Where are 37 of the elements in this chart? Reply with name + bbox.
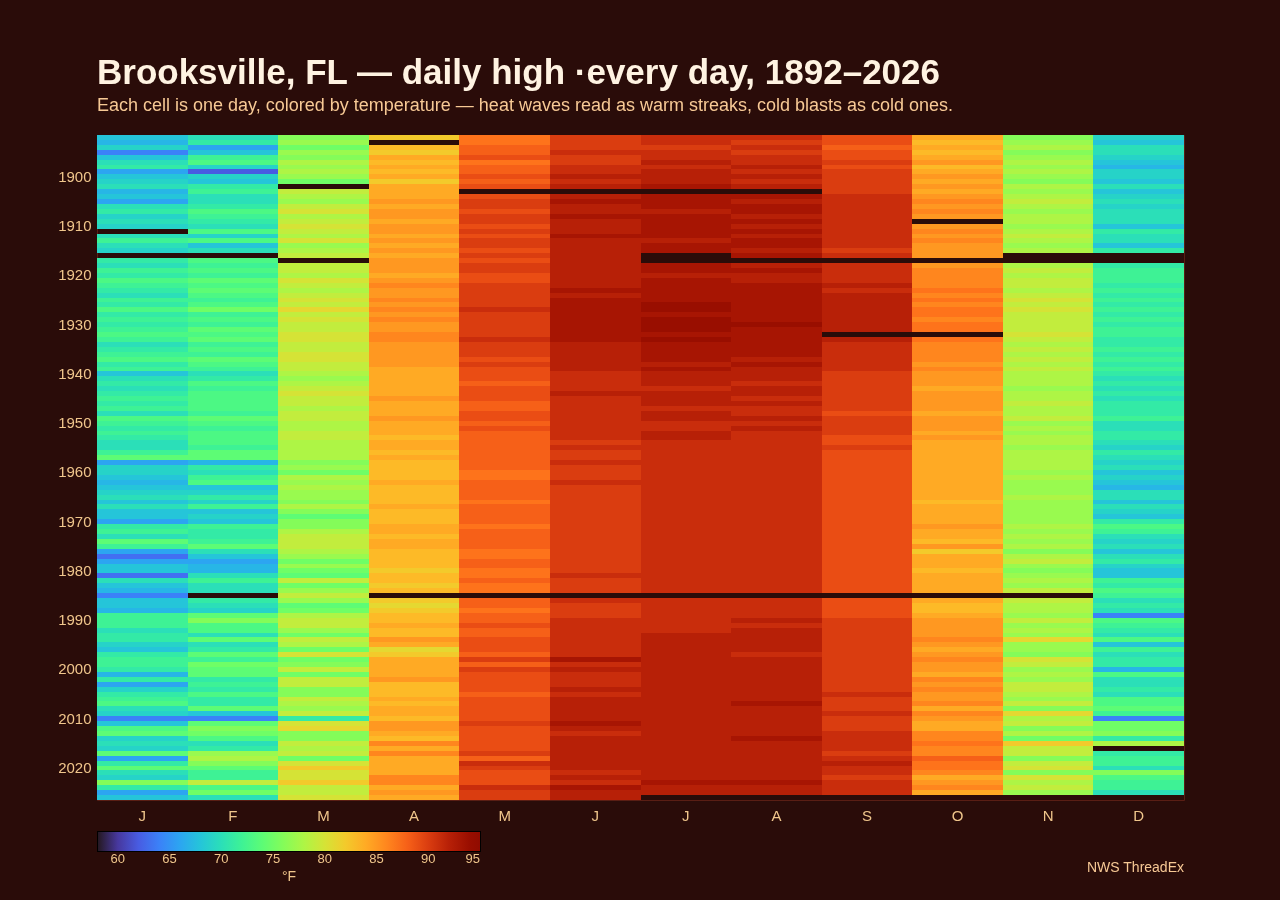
y-tick-label: 1900 — [58, 167, 92, 185]
color-bar-label: 75 — [265, 851, 281, 866]
x-tick-label: D — [1133, 806, 1145, 824]
x-tick-label: J — [682, 806, 690, 824]
x-tick-label: M — [498, 806, 511, 824]
y-tick-label: 1950 — [58, 414, 92, 432]
y-tick-label: 1960 — [58, 463, 92, 481]
chart-subtitle: Each cell is one day, colored by temperature — heat waves read as warm streaks, cold blasts as cold ones. — [97, 95, 954, 115]
x-tick-label: F — [228, 806, 238, 824]
text: NWS ThreadEx — [1087, 859, 1184, 875]
y-tick-label: 1980 — [58, 561, 92, 579]
x-tick-label: J — [138, 806, 147, 824]
x-tick-label: M — [317, 806, 330, 824]
y-tick-label: 2020 — [58, 758, 92, 776]
x-tick-label: A — [409, 806, 420, 824]
x-tick-label: N — [1042, 806, 1054, 824]
color-bar-title: °F — [281, 868, 297, 884]
x-tick-label: O — [951, 806, 964, 824]
y-tick-label: 1940 — [58, 364, 92, 382]
y-tick-label: 1970 — [58, 512, 92, 530]
x-tick-label: J — [591, 806, 599, 824]
chart-title: Brooksville, FL — daily high ·every day, 1892–2026 — [97, 52, 940, 91]
y-tick-label: 1930 — [58, 315, 92, 333]
color-bar-label: 90 — [421, 851, 436, 866]
color-bar-label: 80 — [317, 851, 332, 866]
color-bar-label: 60 — [110, 851, 125, 866]
color-bar-label: 85 — [369, 851, 384, 866]
y-tick-label: 1920 — [58, 266, 92, 284]
x-tick-label: A — [771, 806, 782, 824]
y-tick-label: 2010 — [58, 709, 92, 727]
color-bar-label: 95 — [465, 851, 480, 866]
color-bar-label: 70 — [213, 851, 229, 866]
y-tick-label: 1910 — [58, 217, 92, 235]
x-tick-label: S — [861, 806, 872, 824]
color-bar-label: 65 — [162, 851, 177, 866]
y-tick-label: 1990 — [58, 611, 92, 629]
y-tick-label: 2000 — [58, 660, 92, 678]
